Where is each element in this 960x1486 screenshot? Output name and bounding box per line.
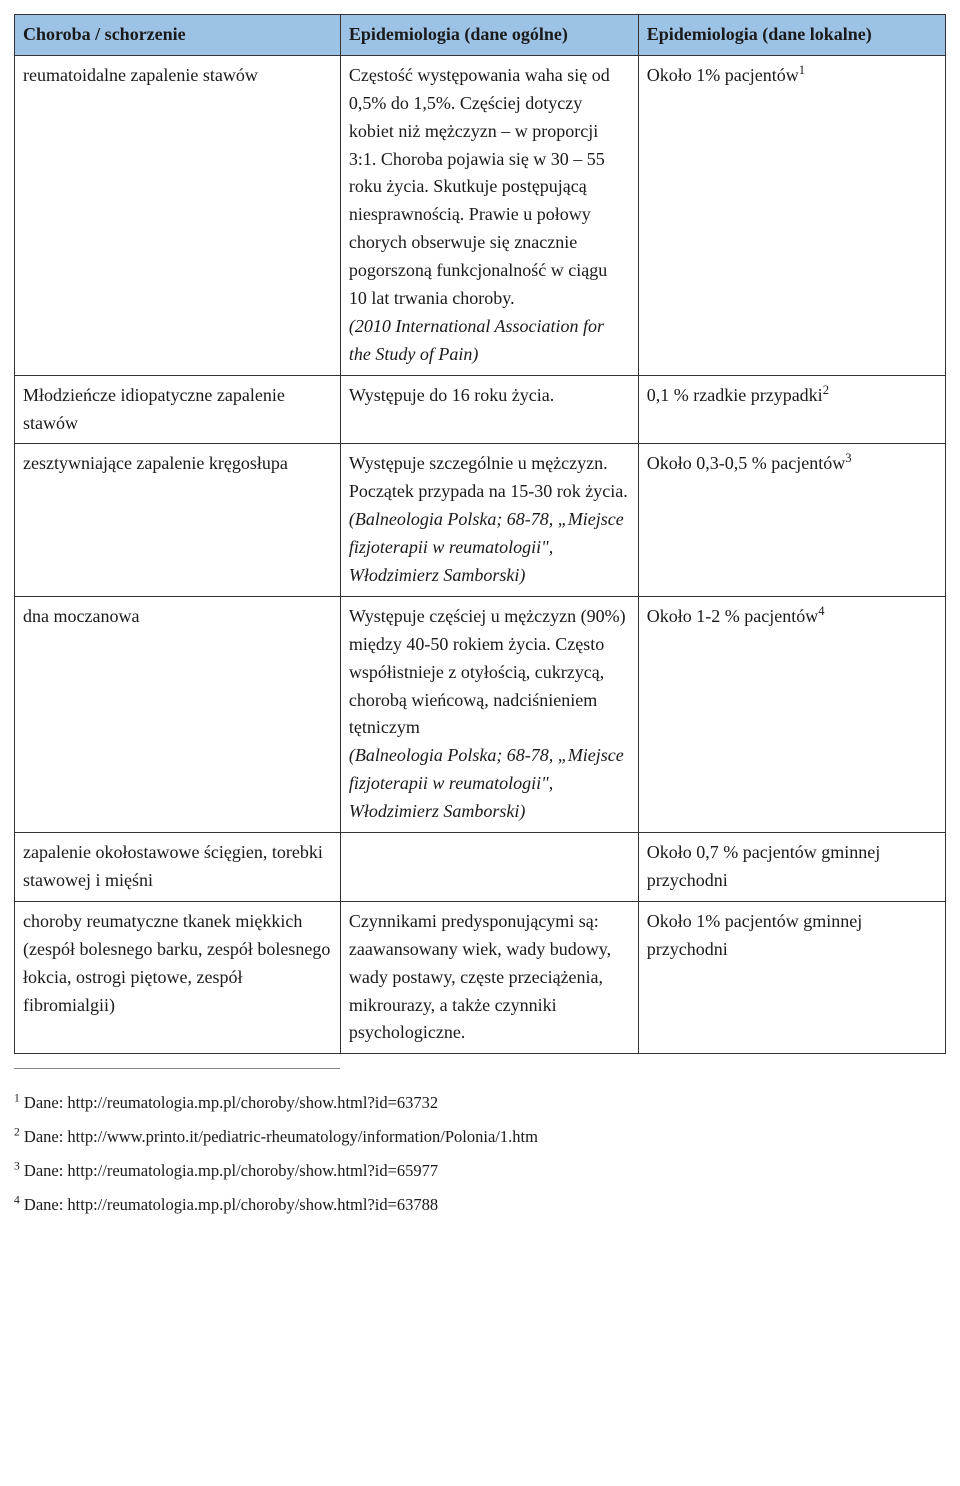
cell-local-text: 0,1 % rzadkie przypadki [647,385,823,405]
cell-general-citation: (2010 International Association for the … [349,316,604,364]
cell-local: Około 1-2 % pacjentów4 [638,596,945,832]
footnote-text: Dane: http://reumatologia.mp.pl/choroby/… [20,1195,438,1214]
table-row: zapalenie okołostawowe ścięgien, torebki… [15,833,946,902]
cell-general-text: Występuje szczególnie u mężczyzn. Począt… [349,453,628,501]
table-row: zesztywniające zapalenie kręgosłupaWystę… [15,444,946,596]
table-header-row: Choroba / schorzenie Epidemiologia (dane… [15,15,946,56]
cell-general: Występuje szczególnie u mężczyzn. Począt… [340,444,638,596]
cell-local-text: Około 1% pacjentów [647,65,799,85]
cell-local: Około 1% pacjentów gminnej przychodni [638,901,945,1053]
cell-general-citation: (Balneologia Polska; 68-78, „Miejsce fiz… [349,509,624,585]
cell-disease: Młodzieńcze idiopatyczne zapalenie stawó… [15,375,341,444]
epidemiology-table: Choroba / schorzenie Epidemiologia (dane… [14,14,946,1054]
cell-local-text: Około 0,3-0,5 % pacjentów [647,453,845,473]
cell-disease: zapalenie okołostawowe ścięgien, torebki… [15,833,341,902]
cell-general-citation: (Balneologia Polska; 68-78, „Miejsce fiz… [349,745,624,821]
cell-local: Około 0,3-0,5 % pacjentów3 [638,444,945,596]
cell-general: Występuje do 16 roku życia. [340,375,638,444]
footnotes-block: 1 Dane: http://reumatologia.mp.pl/chorob… [14,1093,946,1215]
header-local: Epidemiologia (dane lokalne) [638,15,945,56]
footnote-text: Dane: http://reumatologia.mp.pl/choroby/… [20,1161,438,1180]
cell-local: Około 1% pacjentów1 [638,55,945,375]
table-row: dna moczanowaWystępuje częściej u mężczy… [15,596,946,832]
cell-disease: dna moczanowa [15,596,341,832]
cell-general: Czynnikami predysponującymi są: zaawanso… [340,901,638,1053]
cell-disease: reumatoidalne zapalenie stawów [15,55,341,375]
cell-local-text: Około 1% pacjentów gminnej przychodni [647,911,862,959]
cell-general-text: Występuje do 16 roku życia. [349,385,554,405]
cell-disease: zesztywniające zapalenie kręgosłupa [15,444,341,596]
footnote-text: Dane: http://www.printo.it/pediatric-rhe… [20,1127,538,1146]
header-general: Epidemiologia (dane ogólne) [340,15,638,56]
cell-general-text: Występuje częściej u mężczyzn (90%) międ… [349,606,626,738]
cell-local: Około 0,7 % pacjentów gminnej przychodni [638,833,945,902]
header-disease: Choroba / schorzenie [15,15,341,56]
cell-local: 0,1 % rzadkie przypadki2 [638,375,945,444]
table-body: reumatoidalne zapalenie stawówCzęstość w… [15,55,946,1053]
cell-local-text: Około 1-2 % pacjentów [647,606,818,626]
footnote-ref: 4 [818,604,824,618]
table-row: choroby reumatyczne tkanek miękkich (zes… [15,901,946,1053]
footnote-ref: 1 [799,63,805,77]
footnotes-separator [14,1068,340,1079]
footnote: 2 Dane: http://www.printo.it/pediatric-r… [14,1127,946,1147]
footnote: 3 Dane: http://reumatologia.mp.pl/chorob… [14,1161,946,1181]
cell-general: Częstość występowania waha się od 0,5% d… [340,55,638,375]
cell-general [340,833,638,902]
footnote-ref: 2 [823,383,829,397]
table-row: reumatoidalne zapalenie stawówCzęstość w… [15,55,946,375]
cell-general-text: Częstość występowania waha się od 0,5% d… [349,65,610,308]
cell-disease: choroby reumatyczne tkanek miękkich (zes… [15,901,341,1053]
table-row: Młodzieńcze idiopatyczne zapalenie stawó… [15,375,946,444]
cell-general-text: Czynnikami predysponującymi są: zaawanso… [349,911,611,1043]
footnote: 1 Dane: http://reumatologia.mp.pl/chorob… [14,1093,946,1113]
cell-local-text: Około 0,7 % pacjentów gminnej przychodni [647,842,880,890]
footnote-text: Dane: http://reumatologia.mp.pl/choroby/… [20,1093,438,1112]
footnote-ref: 3 [845,451,851,465]
cell-general: Występuje częściej u mężczyzn (90%) międ… [340,596,638,832]
footnote: 4 Dane: http://reumatologia.mp.pl/chorob… [14,1195,946,1215]
